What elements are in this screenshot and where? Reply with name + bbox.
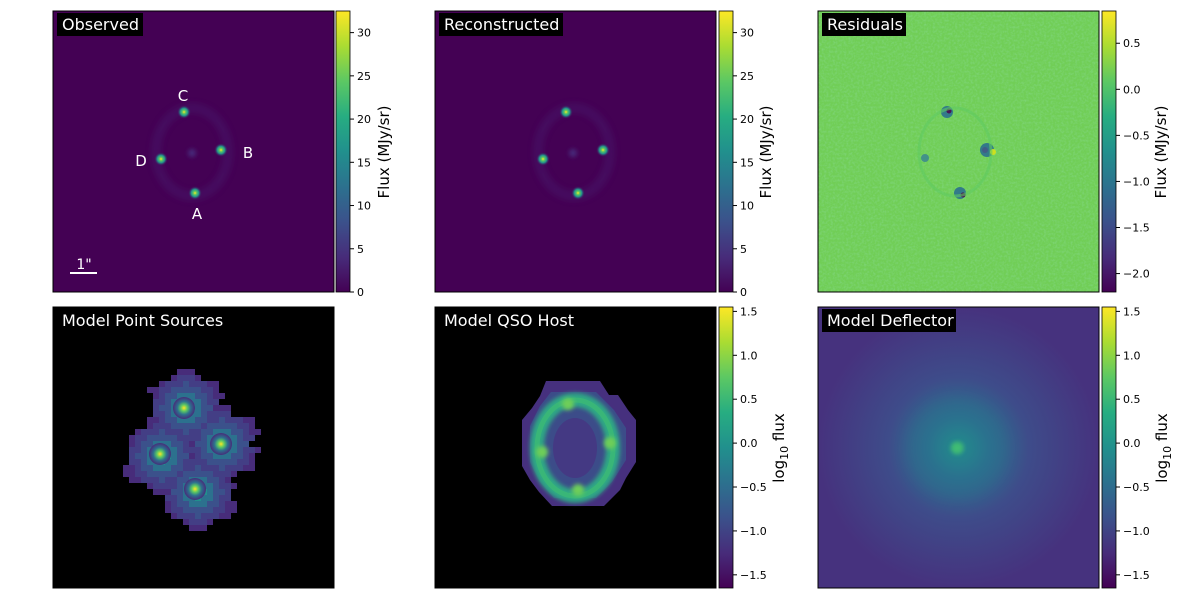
qso-host-frame [434, 306, 717, 589]
colorbar-tick-label: 0.5 [740, 393, 758, 406]
colorbar-tick-label: 10 [357, 200, 371, 213]
colorbar-tick-label: 0.0 [740, 437, 758, 450]
colorbar-tick-label: −1.0 [1123, 525, 1150, 538]
colorbar-deflector: −1.5 −1.0 −0.5 0.0 0.5 1.0 1.5 log10 flux [1101, 305, 1174, 589]
observed-frame [52, 10, 335, 293]
colorbar-tick-label: −0.5 [1123, 481, 1150, 494]
source-c [177, 105, 191, 119]
deflector-profile [818, 307, 1099, 588]
colorbar-tick-label: 0.5 [1123, 393, 1141, 406]
colorbar-tick-label: 25 [357, 70, 371, 83]
observed-title: Observed [62, 15, 139, 34]
colorbar-tick-label: 20 [357, 113, 371, 126]
panel-model-point-sources: Model Point Sources [52, 306, 335, 589]
point-source-peak [149, 443, 171, 465]
label-d: D [135, 152, 147, 170]
reconstructed-title: Reconstructed [444, 15, 559, 34]
colorbar-tick-label: −1.0 [1123, 175, 1150, 188]
deflector-frame [817, 306, 1100, 589]
residuals-title: Residuals [827, 15, 903, 34]
point-source-peak [184, 478, 206, 500]
scalebar-label: 1" [76, 257, 91, 273]
label-b: B [243, 144, 253, 162]
colorbar-tick-label: 1.5 [740, 305, 758, 318]
source-b [214, 143, 228, 157]
colorbar-qso-host-bar [718, 306, 734, 589]
residuals-texture [818, 11, 1099, 292]
observed-sources [153, 105, 231, 200]
colorbar-observed-label: Flux (MJy/sr) [375, 106, 393, 199]
colorbar-tick-label: −1.5 [740, 569, 767, 582]
colorbar-tick-label: 5 [740, 243, 747, 256]
colorbar-qso-host-label: log10 flux [770, 413, 791, 483]
residuals-title-box [822, 13, 906, 36]
colorbar-tick-label: −1.0 [740, 525, 767, 538]
panel-model-deflector: Model Deflector [817, 306, 1100, 589]
residuals-frame [817, 10, 1100, 293]
label-a: A [192, 205, 203, 223]
source-a [188, 186, 202, 200]
colorbar-residuals-bar [1101, 10, 1117, 293]
label-c: C [178, 87, 188, 105]
source-d [154, 152, 168, 166]
colorbar-residuals-label: Flux (MJy/sr) [1152, 106, 1170, 199]
qso-host-title-box [439, 309, 581, 332]
colorbar-tick-label: 10 [740, 200, 754, 213]
colorbar-tick-label: 1.5 [1123, 305, 1141, 318]
colorbar-reconstructed-bar [718, 10, 734, 293]
reconstructed-title-box [439, 13, 563, 36]
colorbar-tick-label: 20 [740, 113, 754, 126]
colorbar-tick-label: 30 [740, 27, 754, 40]
panel-observed: Observed C B D A 1" [52, 10, 335, 293]
colorbar-reconstructed-label: Flux (MJy/sr) [757, 106, 775, 199]
colorbar-deflector-bar [1101, 306, 1117, 589]
colorbar-deflector-label: log10 flux [1153, 413, 1174, 483]
deflector-title: Model Deflector [827, 311, 954, 330]
qso-host-ring [522, 381, 636, 506]
colorbar-tick-label: −2.0 [1123, 268, 1150, 281]
colorbar-tick-label: 15 [357, 156, 371, 169]
point-sources-psf [123, 369, 261, 531]
colorbar-tick-label: 0.0 [1123, 437, 1141, 450]
colorbar-tick-label: −1.5 [1123, 569, 1150, 582]
point-source-peak [173, 397, 195, 419]
colorbar-qso-host: −1.5 −1.0 −0.5 0.0 0.5 1.0 1.5 log10 flux [718, 305, 791, 589]
panel-reconstructed: Reconstructed [434, 10, 717, 293]
observed-title-box [57, 13, 143, 36]
colorbar-tick-label: 0.5 [1123, 37, 1141, 50]
colorbar-tick-label: −0.5 [740, 481, 767, 494]
point-source-peak [210, 433, 232, 455]
colorbar-observed-bar [335, 10, 351, 293]
colorbar-tick-label: 0.0 [1123, 83, 1141, 96]
colorbar-tick-label: 25 [740, 70, 754, 83]
colorbar-tick-label: −0.5 [1123, 129, 1150, 142]
colorbar-tick-label: 0 [357, 286, 364, 299]
panel-residuals: Residuals [817, 10, 1100, 293]
colorbar-tick-label: 15 [740, 156, 754, 169]
colorbar-tick-label: 1.0 [740, 349, 758, 362]
deflector-title-box [822, 309, 956, 332]
colorbar-tick-label: 30 [357, 27, 371, 40]
point-sources-title: Model Point Sources [62, 311, 223, 330]
colorbar-tick-label: 0 [740, 286, 747, 299]
colorbar-residuals: −2.0 −1.5 −1.0 −0.5 0.0 0.5 Flux (MJy/sr) [1101, 10, 1170, 293]
colorbar-observed: 0 5 10 15 20 25 30 Flux (MJy/sr) [335, 10, 393, 299]
colorbar-tick-label: 1.0 [1123, 349, 1141, 362]
point-sources-title-box [57, 309, 227, 332]
colorbar-tick-label: 5 [357, 243, 364, 256]
qso-host-title: Model QSO Host [444, 311, 574, 330]
point-sources-frame [52, 306, 335, 589]
colorbar-tick-label: −1.5 [1123, 222, 1150, 235]
reconstructed-frame [434, 10, 717, 293]
reconstructed-sources [535, 105, 613, 200]
panel-model-qso-host: Model QSO Host [434, 306, 717, 589]
colorbar-reconstructed: 0 5 10 15 20 25 30 Flux (MJy/sr) [718, 10, 775, 299]
